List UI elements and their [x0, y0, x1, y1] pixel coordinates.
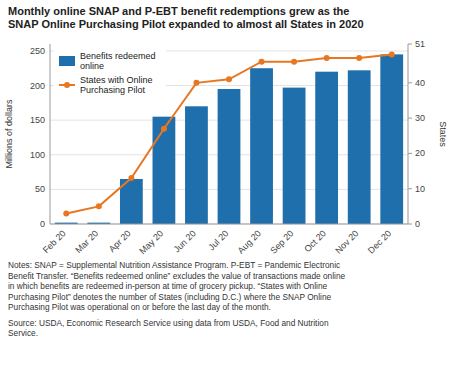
- bar: [380, 54, 403, 224]
- x-tick-label: Jul 20: [206, 228, 230, 252]
- bar: [153, 117, 176, 224]
- line-marker: [389, 52, 395, 58]
- line-marker: [193, 80, 199, 86]
- legend-label: States with OnlinePurchasing Pilot: [80, 75, 153, 95]
- legend-marker: [64, 82, 70, 88]
- text-line: States with Online: [80, 75, 153, 85]
- bar: [348, 70, 371, 224]
- text-line: SNAP Online Purchasing Pilot expanded to…: [8, 18, 364, 30]
- x-tick-label: Jun 20: [172, 228, 198, 254]
- y2-tick: [408, 224, 412, 225]
- bar: [185, 106, 208, 224]
- y2-axis-label: States: [438, 121, 448, 147]
- text-line: Monthly online SNAP and P-EBT benefit re…: [8, 5, 349, 17]
- y-tick-label: 0: [40, 219, 45, 229]
- annotation: Notes: SNAP = Supplemental Nutrition Ass…: [8, 260, 346, 312]
- line-marker: [128, 175, 134, 181]
- y-tick-label: 200: [30, 81, 45, 91]
- y-tick-label: 50: [35, 184, 45, 194]
- y2-tick: [408, 82, 412, 83]
- y2-tick: [408, 118, 412, 119]
- line-marker: [226, 76, 232, 82]
- line-marker: [324, 55, 330, 61]
- line-marker: [259, 59, 265, 65]
- text-line: Source: USDA, Economic Research Service …: [8, 318, 329, 328]
- y-tick-label: 100: [30, 150, 45, 160]
- y2-tick-label: 40: [415, 78, 425, 88]
- text-line: online: [80, 61, 104, 71]
- text-line: Benefits redeemed: [80, 51, 156, 61]
- y-tick-label: 150: [30, 115, 45, 125]
- y-axis-label: Millions of dollars: [4, 99, 14, 169]
- bar: [283, 88, 306, 224]
- legend-swatch: [59, 56, 75, 66]
- grid-line: [50, 224, 408, 225]
- x-tick-label: Oct 20: [302, 228, 328, 254]
- x-tick-label: Feb 20: [41, 228, 68, 255]
- bar: [315, 72, 338, 224]
- y-axis-line: [50, 44, 51, 224]
- line-marker: [63, 210, 69, 216]
- line-marker: [356, 55, 362, 61]
- legend-box: [54, 47, 166, 101]
- y2-tick: [408, 188, 412, 189]
- chart: Monthly online SNAP and P-EBT benefit re…: [0, 0, 450, 377]
- line: [66, 55, 391, 214]
- annotation: Source: USDA, Economic Research Service …: [8, 318, 329, 339]
- x-tick-label: Dec 20: [366, 228, 393, 255]
- text-line: Purchasing Pilot: [80, 85, 146, 95]
- text-line: in which benefits are redeemed in-person…: [8, 281, 328, 291]
- bar: [218, 89, 241, 224]
- x-tick-label: Apr 20: [107, 228, 133, 254]
- x-tick-label: Nov 20: [333, 228, 360, 255]
- legend: Benefits redeemedonline States with Onlin…: [54, 47, 166, 101]
- line-marker: [161, 126, 167, 132]
- title: Monthly online SNAP and P-EBT benefit re…: [8, 5, 364, 30]
- text-line: Purchasing Pilot was operational on or b…: [8, 302, 271, 312]
- y2-tick-label: 30: [415, 113, 425, 123]
- y2-tick-label: 20: [415, 148, 425, 158]
- y2-tick: [408, 153, 412, 154]
- x-axis-line: [50, 224, 408, 225]
- text-line: Benefit Transfer. “Benefits redeemed onl…: [8, 271, 346, 281]
- y2-tick-label: 10: [415, 184, 425, 194]
- plot-marks: [55, 52, 403, 224]
- legend-label: Benefits redeemedonline: [80, 51, 156, 71]
- y2-tick-label: 51: [415, 39, 425, 49]
- text-line: Service.: [8, 328, 38, 338]
- x-tick-label: Aug 20: [236, 228, 263, 255]
- y2-tick: [408, 44, 412, 45]
- bar: [250, 68, 273, 224]
- x-tick-label: Mar 20: [73, 228, 100, 255]
- y2-tick-label: 0: [415, 219, 420, 229]
- text-line: Purchasing Pilot” denotes the number of …: [8, 292, 332, 302]
- x-tick-label: May 20: [137, 228, 165, 256]
- text-line: Notes: SNAP = Supplemental Nutrition Ass…: [8, 260, 340, 270]
- line-marker: [96, 203, 102, 209]
- x-tick-label: Sep 20: [268, 228, 295, 255]
- y-tick-label: 250: [30, 46, 45, 56]
- line-marker: [291, 59, 297, 65]
- y2-axis-line: [408, 44, 409, 224]
